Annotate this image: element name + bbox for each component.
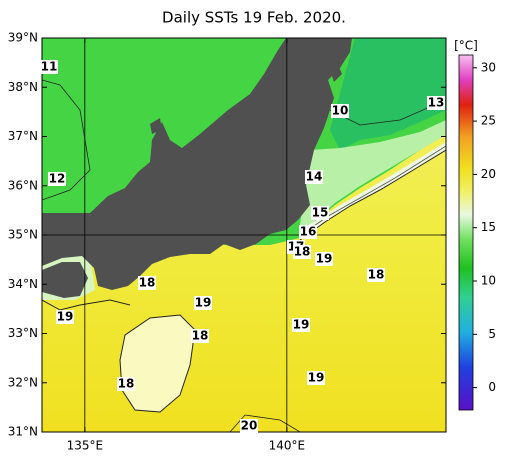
contour-label-bg: [299, 225, 317, 239]
island: [120, 222, 130, 234]
contour-label: 14: [306, 170, 323, 184]
lat-label: 31°N: [8, 425, 38, 439]
colorbar-tick-label: 0: [488, 380, 496, 394]
contour-label-bg: [48, 172, 66, 186]
contour-label: 20: [241, 419, 258, 433]
land: [42, 262, 88, 298]
contour-label: 15: [312, 206, 329, 220]
contour-label: 19: [293, 318, 310, 332]
lat-label: 37°N: [8, 129, 38, 143]
map-area: [42, 38, 446, 432]
contour-label-bg: [293, 245, 311, 259]
contour-label: 19: [316, 252, 333, 266]
contour-label: 18: [139, 276, 156, 290]
colorbar-tick-label: 20: [481, 167, 496, 181]
contour-label: 16: [300, 225, 317, 239]
contour-label-bg: [138, 276, 156, 290]
front-zone: [300, 120, 446, 230]
contour-label-bg: [117, 377, 135, 391]
lon-label: 135°E: [67, 439, 104, 453]
contour-label-bg: [40, 60, 58, 74]
colorbar-tick-label: 15: [481, 220, 496, 234]
contour-label-bg: [331, 104, 349, 118]
contour-line: [229, 414, 301, 432]
contour-label-bg: [56, 310, 74, 324]
contour-label: 19: [195, 296, 212, 310]
contour-line: [299, 149, 446, 241]
contour-label-bg: [240, 419, 258, 433]
contour-label-bg: [307, 371, 325, 385]
colorbar-tick-label: 25: [481, 114, 496, 128]
contour-line: [304, 145, 446, 233]
graticule: 39°N 38°N 37°N 36°N 35°N 34°N 33°N 32°N 31°N 135°…: [8, 31, 446, 453]
contour-label-bg: [315, 252, 333, 266]
island: [330, 64, 342, 82]
contour-label-bg: [367, 268, 385, 282]
colorbar-unit: [°C]: [454, 39, 478, 53]
contour-label: 13: [428, 96, 445, 110]
colorbar-tick-label: 30: [481, 60, 496, 74]
contour-line: [42, 299, 131, 311]
contour-label: 11: [41, 60, 58, 74]
lat-label: 32°N: [8, 375, 38, 389]
contour-label: 18: [192, 329, 209, 343]
contour-label-bg: [191, 329, 209, 343]
contour-label-bg: [194, 296, 212, 310]
lat-label: 34°N: [8, 277, 38, 291]
lat-label: 39°N: [8, 31, 38, 45]
colorbar: [458, 54, 474, 411]
contour-label: 18: [294, 245, 311, 259]
contour-label-bg: [305, 170, 323, 184]
colorbar-ticks: 0 5 10 15 20 25 30: [473, 60, 496, 394]
land: [42, 38, 352, 290]
contour-label: 18: [368, 268, 385, 282]
lat-label: 36°N: [8, 178, 38, 192]
colorbar-tick-label: 10: [481, 274, 496, 288]
contour-label: 19: [308, 371, 325, 385]
lat-label: 33°N: [8, 326, 38, 340]
contour-label-bg: [427, 96, 445, 110]
contour-label: 10: [332, 104, 349, 118]
lat-label: 35°N: [8, 228, 38, 242]
title: Daily SSTs 19 Feb. 2020.: [162, 9, 346, 27]
contour-label: 19: [57, 310, 74, 324]
contour-labels: 11101312141516171819181819191819181920: [40, 60, 445, 433]
contour-label: 18: [118, 377, 135, 391]
lon-label: 140°E: [269, 439, 306, 453]
contour-label-bg: [311, 206, 329, 220]
contour-label-bg: [292, 318, 310, 332]
cold-sea: [330, 38, 446, 150]
island: [150, 118, 162, 134]
colorbar-tick-label: 5: [488, 327, 496, 341]
lat-label: 38°N: [8, 80, 38, 94]
contour-label: 12: [49, 172, 66, 186]
